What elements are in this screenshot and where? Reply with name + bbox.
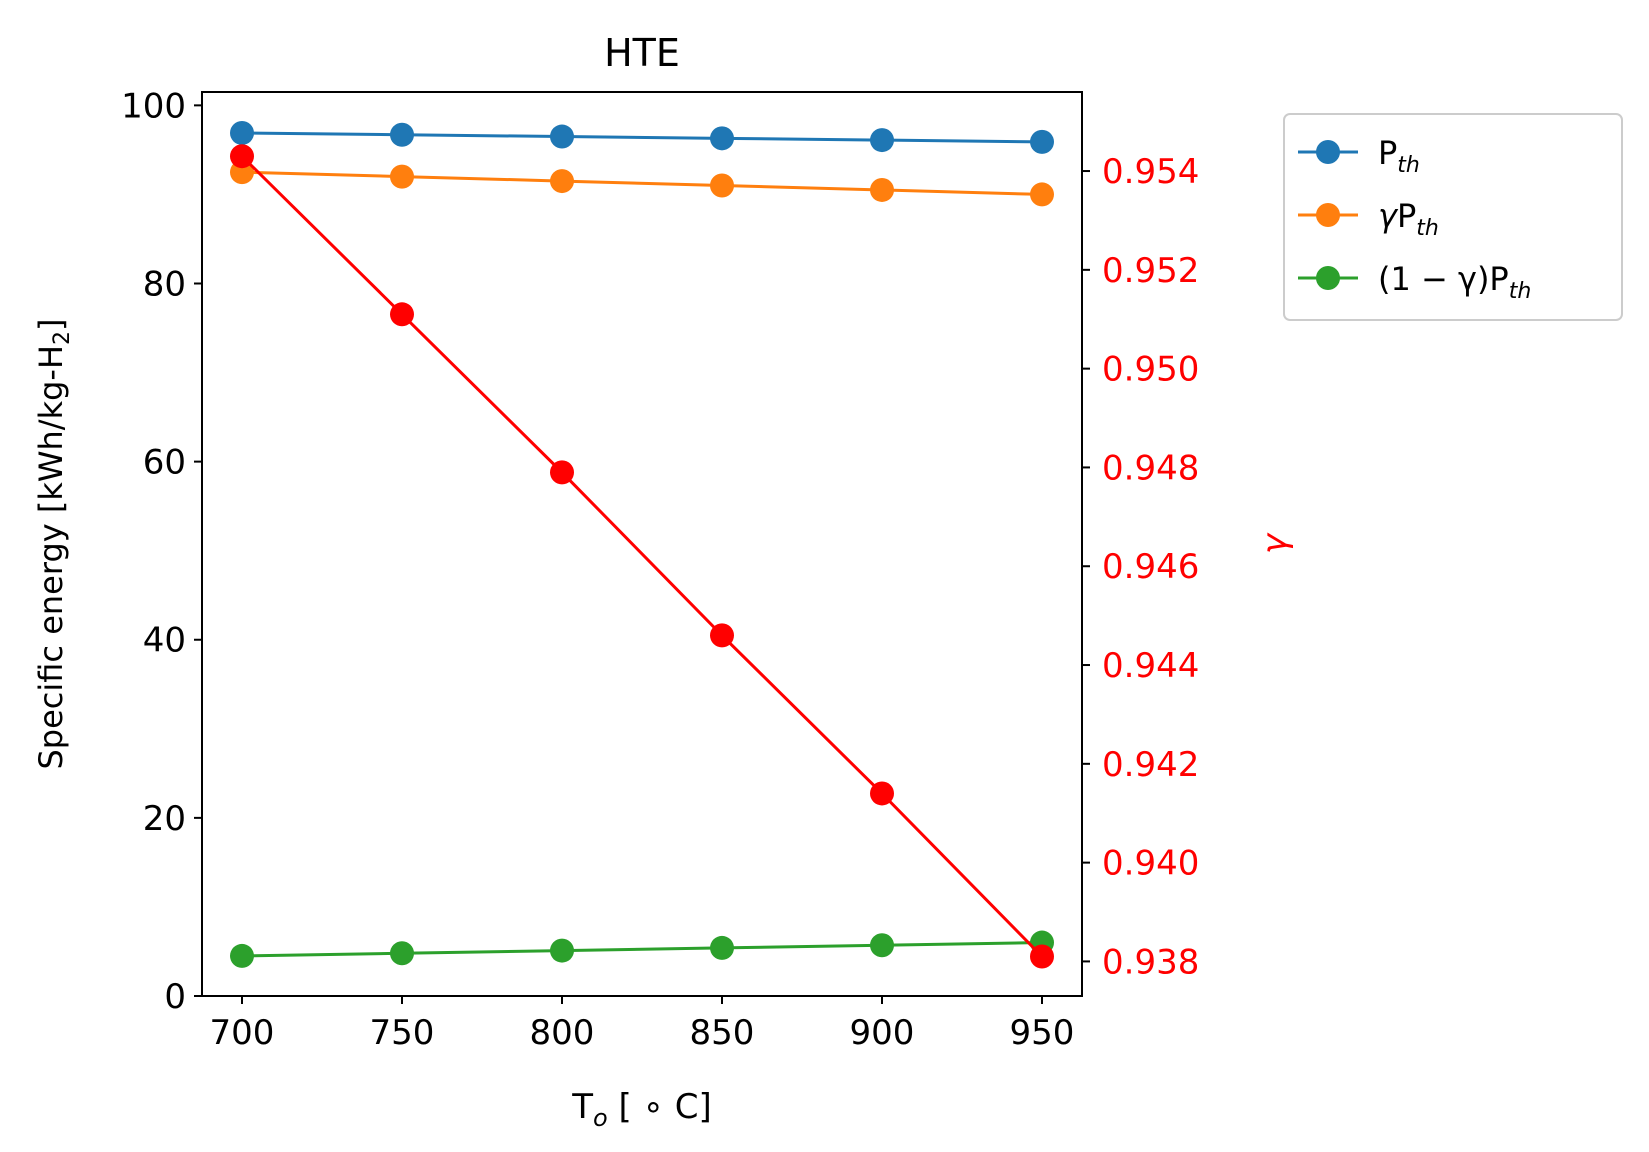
chart-title: HTE xyxy=(604,31,680,75)
y2-tick-label: 0.940 xyxy=(1102,844,1199,884)
y2-tick-label: 0.954 xyxy=(1102,152,1199,192)
plot-area xyxy=(230,120,1054,969)
x-axis-label: To [ ∘ C] xyxy=(571,1087,711,1132)
data-point xyxy=(870,177,894,202)
data-point xyxy=(550,460,574,485)
x-tick-label: 850 xyxy=(690,1013,755,1053)
data-point xyxy=(1030,182,1054,207)
data-point xyxy=(870,781,894,806)
x-tick-label: 700 xyxy=(210,1013,275,1053)
data-point xyxy=(1030,129,1054,154)
y2-tick-label: 0.942 xyxy=(1102,745,1199,785)
y2-tick-label: 0.948 xyxy=(1102,448,1199,488)
data-point xyxy=(230,120,254,145)
data-point xyxy=(870,933,894,958)
x-tick-label: 900 xyxy=(850,1013,915,1053)
legend-label: (1 − γ)Pth xyxy=(1378,260,1531,304)
data-point xyxy=(230,943,254,968)
data-point xyxy=(1030,944,1054,969)
data-point xyxy=(710,126,734,151)
series-line xyxy=(241,941,1043,958)
legend-marker xyxy=(1316,203,1340,227)
legend: Pth γPth (1 − γ)Pth xyxy=(1283,113,1623,321)
y2-tick-label: 0.950 xyxy=(1102,350,1199,390)
data-point xyxy=(550,169,574,194)
y2-tick-label: 0.938 xyxy=(1102,942,1199,982)
data-point xyxy=(230,144,254,169)
data-point xyxy=(710,623,734,648)
y-tick-label: 0 xyxy=(164,977,186,1017)
data-point xyxy=(390,122,414,147)
legend-label: γPth xyxy=(1378,197,1439,241)
y2-axis-label: γ xyxy=(1255,532,1295,554)
y2-tick-label: 0.944 xyxy=(1102,646,1199,686)
y-tick-label: 40 xyxy=(143,621,186,661)
data-point xyxy=(550,124,574,149)
data-point xyxy=(390,941,414,966)
legend-label: Pth xyxy=(1378,134,1420,178)
y-tick-label: 60 xyxy=(143,443,186,483)
plot-frame xyxy=(201,91,1083,997)
x-tick-label: 950 xyxy=(1010,1013,1075,1053)
legend-marker xyxy=(1316,140,1340,164)
data-point xyxy=(870,128,894,153)
data-point xyxy=(390,164,414,189)
data-point xyxy=(550,938,574,963)
x-tick-label: 800 xyxy=(530,1013,595,1053)
y2-tick-label: 0.946 xyxy=(1102,547,1199,587)
data-point xyxy=(710,935,734,960)
y2-tick-label: 0.952 xyxy=(1102,251,1199,291)
data-point xyxy=(710,173,734,198)
data-point xyxy=(390,302,414,327)
y-tick-label: 100 xyxy=(121,86,186,126)
series-line xyxy=(241,131,1043,144)
series-line xyxy=(240,155,1044,958)
legend-box xyxy=(1283,113,1623,321)
x-tick-label: 750 xyxy=(370,1013,435,1053)
axes: 700 750 800 850 900 950 0 20 40 60 80 100 0.938 0.940… xyxy=(121,86,1199,1053)
y-tick-label: 80 xyxy=(143,264,186,304)
legend-marker xyxy=(1316,266,1340,290)
y-axis-label: Specific energy [kWh/kg-H2] xyxy=(32,318,75,769)
series-line xyxy=(241,170,1043,196)
y-tick-label: 20 xyxy=(143,799,186,839)
